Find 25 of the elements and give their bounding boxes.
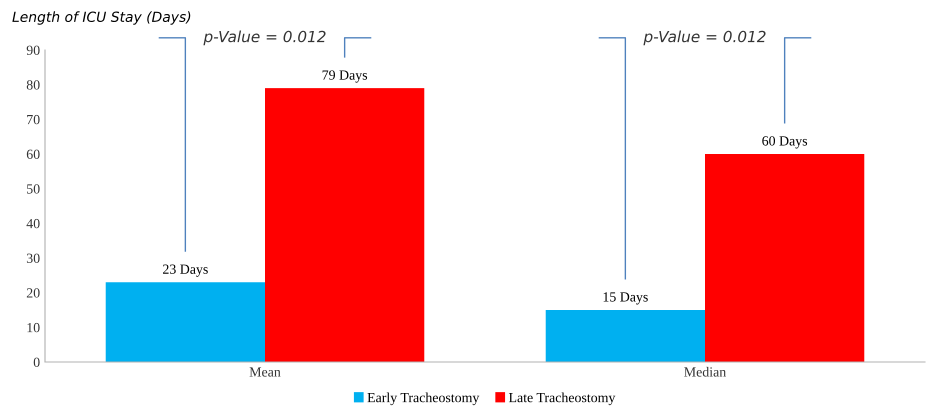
y-tick-label: 90	[26, 46, 40, 55]
y-tick-label: 20	[26, 288, 40, 298]
data-label: 23 Days	[163, 264, 208, 277]
text: p-Value = 0.012	[643, 30, 766, 46]
data-label: 15 Days	[604, 292, 648, 304]
data-label: 60 Days	[762, 136, 808, 148]
data-label: 79 Days	[322, 70, 368, 83]
y-tick-label: 50	[27, 184, 40, 194]
y-tick-label: 40	[26, 218, 40, 228]
legend-label: Late Tracheostomy	[508, 392, 616, 406]
y-axis-title: Length of ICU Stay (Days)	[12, 11, 190, 25]
y-tick-label: 0	[34, 358, 40, 367]
y-tick-label: 60	[26, 150, 40, 159]
bar	[705, 154, 864, 362]
y-tick-label: 70	[27, 114, 40, 124]
x-tick-label: Median	[684, 366, 726, 377]
y-tick-label: 10	[27, 322, 40, 332]
bar	[106, 282, 265, 362]
x-tick-label: Mean	[250, 367, 281, 377]
bar	[265, 88, 424, 362]
legend-label: Early Tracheostomy	[368, 392, 480, 406]
y-tick-label: 80	[26, 80, 40, 90]
y-tick-label: 30	[26, 254, 40, 263]
bar	[546, 310, 705, 362]
text: p-Value = 0.012	[203, 30, 326, 46]
